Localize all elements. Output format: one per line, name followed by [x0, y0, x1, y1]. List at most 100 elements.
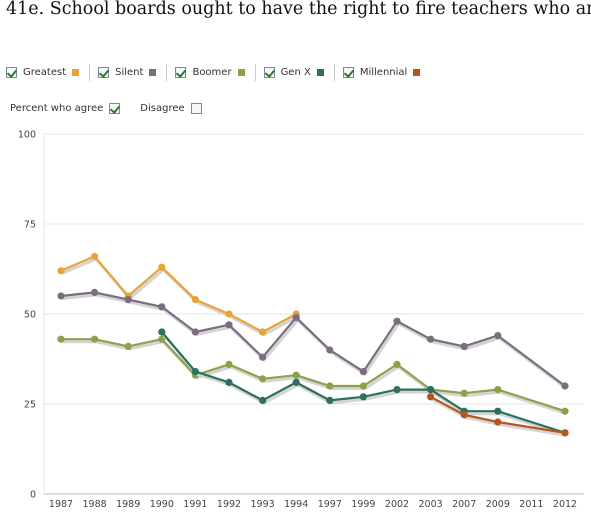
- millennial-checkbox[interactable]: [342, 66, 354, 78]
- boomer-point: [91, 335, 99, 343]
- boomer-swatch: [237, 68, 245, 76]
- x-tick-label: 1994: [284, 499, 308, 510]
- legend-divider: [89, 63, 91, 81]
- greatest-point: [57, 267, 65, 275]
- silent-point: [191, 328, 199, 336]
- boomer-point: [225, 360, 233, 368]
- millennial-line: [430, 395, 566, 434]
- boomer-point: [460, 389, 468, 397]
- x-tick-label: 1997: [318, 499, 342, 510]
- legend-label-silent: Silent: [115, 66, 144, 78]
- silent-point: [494, 332, 502, 340]
- legend-label-boomer: Boomer: [192, 66, 232, 78]
- boomer-point: [158, 335, 166, 343]
- gen-x-point: [225, 378, 233, 386]
- silent-point: [460, 342, 468, 350]
- gen-x-shadow: [162, 333, 567, 437]
- silent-point: [259, 353, 267, 361]
- millennial-point: [427, 393, 435, 401]
- x-tick-label: 2011: [519, 499, 543, 510]
- x-tick-label: 1987: [49, 499, 73, 510]
- x-tick-label: 1999: [351, 499, 375, 510]
- millennial-shadow: [431, 397, 567, 437]
- series-legend: Greatest Silent Boomer Gen X Millennial: [6, 63, 430, 81]
- disagree-label: Disagree: [140, 103, 185, 114]
- x-tick-label: 2002: [385, 499, 409, 510]
- x-tick-label: 2007: [452, 499, 476, 510]
- greatest-swatch: [72, 68, 80, 76]
- silent-point: [326, 346, 334, 354]
- y-tick-label: 25: [24, 400, 36, 411]
- gen-x-point: [292, 378, 300, 386]
- boomer-point: [359, 382, 367, 390]
- gen-x-point: [326, 396, 334, 404]
- silent-point: [427, 335, 435, 343]
- gen-x-point: [158, 328, 166, 336]
- x-tick-label: 1990: [150, 499, 174, 510]
- x-tick-label: 1988: [83, 499, 107, 510]
- y-tick-label: 100: [18, 130, 36, 141]
- legend-label-genx: Gen X: [280, 66, 311, 78]
- legend-divider: [254, 63, 256, 81]
- boomer-checkbox[interactable]: [175, 66, 187, 78]
- silent-point: [359, 368, 367, 376]
- boomer-point: [259, 375, 267, 383]
- x-tick-label: 1992: [217, 499, 241, 510]
- boomer-point: [326, 382, 334, 390]
- y-tick-label: 75: [24, 220, 36, 231]
- legend-label-millennial: Millennial: [359, 66, 408, 78]
- boomer-shadow: [62, 340, 567, 416]
- x-tick-label: 2012: [553, 499, 577, 510]
- disagree-checkbox[interactable]: [190, 103, 202, 114]
- gen-x-point: [427, 386, 435, 394]
- silent-point: [292, 314, 300, 322]
- silent-point: [158, 303, 166, 311]
- x-tick-label: 2009: [486, 499, 510, 510]
- millennial-swatch: [413, 68, 421, 76]
- greatest-point: [225, 310, 233, 318]
- legend-item-boomer[interactable]: Boomer: [175, 66, 245, 78]
- legend-item-greatest[interactable]: Greatest: [6, 66, 80, 78]
- boomer-point: [292, 371, 300, 379]
- gen-x-point: [494, 407, 502, 415]
- gen-x-point: [393, 386, 401, 394]
- greatest-point: [259, 328, 267, 336]
- boomer-point: [393, 360, 401, 368]
- genx-swatch: [316, 68, 324, 76]
- silent-point: [393, 317, 401, 325]
- gen-x-line: [160, 331, 566, 434]
- response-mode: Percent who agree Disagree: [10, 103, 222, 114]
- silent-point: [57, 292, 65, 300]
- millennial-point: [460, 411, 468, 419]
- boomer-point: [57, 335, 65, 343]
- gen-x-point: [359, 393, 367, 401]
- boomer-point: [124, 342, 132, 350]
- legend-label-greatest: Greatest: [23, 66, 67, 78]
- silent-shadow: [62, 293, 568, 390]
- greatest-point: [91, 252, 99, 260]
- x-tick-label: 1989: [116, 499, 140, 510]
- x-tick-label: 2003: [419, 499, 443, 510]
- agree-label: Percent who agree: [10, 103, 104, 114]
- legend-item-genx[interactable]: Gen X: [263, 66, 324, 78]
- legend-item-millennial[interactable]: Millennial: [342, 66, 421, 78]
- greatest-point: [158, 263, 166, 271]
- millennial-point: [494, 418, 502, 426]
- gen-x-point: [259, 396, 267, 404]
- agree-checkbox[interactable]: [109, 103, 121, 114]
- x-tick-label: 1993: [251, 499, 275, 510]
- genx-checkbox[interactable]: [263, 66, 275, 78]
- greatest-checkbox[interactable]: [6, 66, 17, 78]
- silent-point: [124, 296, 132, 304]
- y-tick-label: 50: [24, 310, 36, 321]
- boomer-line: [61, 338, 566, 413]
- silent-point: [561, 382, 569, 390]
- silent-checkbox[interactable]: [98, 66, 110, 78]
- legend-divider: [166, 63, 168, 81]
- legend-item-silent[interactable]: Silent: [98, 66, 157, 78]
- silent-point: [91, 288, 99, 296]
- silent-point: [225, 321, 233, 329]
- silent-line: [60, 291, 566, 387]
- boomer-point: [494, 386, 502, 394]
